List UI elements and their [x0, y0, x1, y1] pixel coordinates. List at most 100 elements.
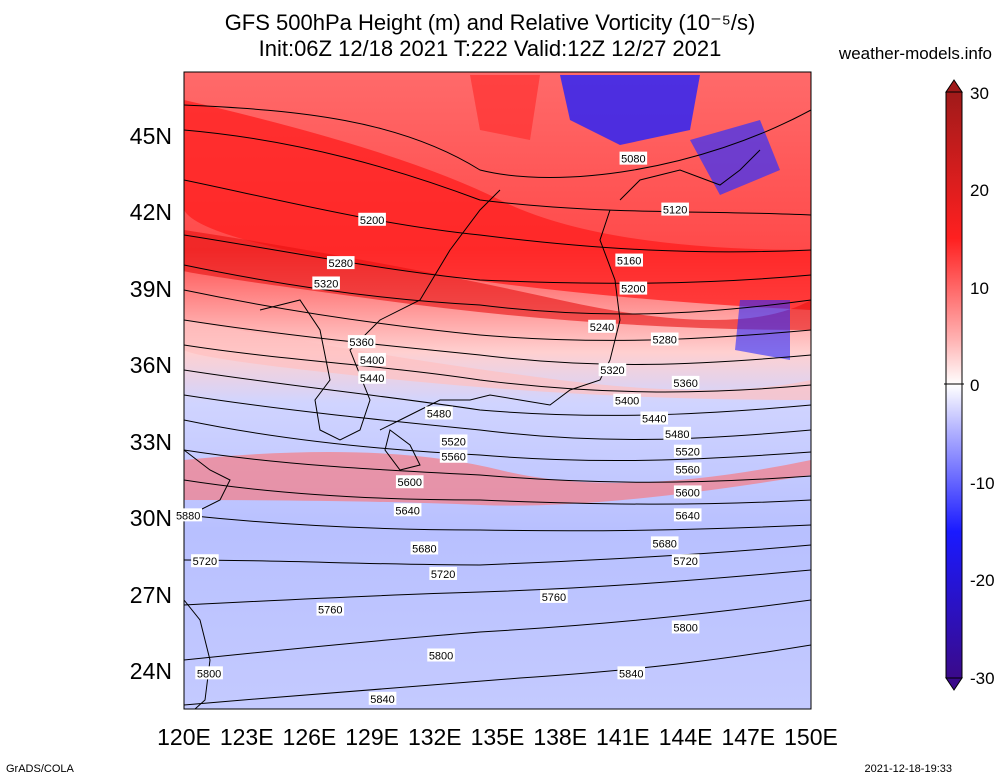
colorbar-tick-label: 0 [970, 376, 979, 395]
y-tick-label: 33N [130, 429, 172, 455]
contour-line [184, 599, 811, 661]
y-tick-label: 24N [130, 658, 172, 684]
contour-line [184, 644, 811, 706]
contour-label: 5680 [412, 543, 436, 555]
contour-label-bg [347, 335, 376, 349]
coastline [384, 429, 421, 471]
x-tick-label: 144E [659, 724, 713, 750]
contour-line [184, 179, 811, 253]
contour-label-bg [663, 426, 692, 440]
x-tick-label: 135E [471, 724, 525, 750]
coastline [184, 599, 211, 709]
contour-label-bg [326, 256, 355, 270]
contour-label: 5720 [431, 569, 455, 581]
contour-label-group: 5080 5120 5160 5200 5200 5240 5280 5280 5320 5320… [174, 151, 702, 706]
height-contours [184, 104, 811, 706]
y-tick-label: 45N [130, 123, 172, 149]
contour-label: 5640 [395, 505, 419, 517]
colorbar-tick-label: -10 [970, 474, 995, 493]
contour-label: 5400 [615, 396, 639, 408]
contour-line [184, 394, 811, 440]
contour-label-bg [427, 648, 455, 662]
contour-label: 5320 [314, 278, 338, 290]
x-tick-label: 141E [596, 724, 650, 750]
contour-label-bg [316, 602, 345, 616]
plot-frame [183, 71, 812, 710]
title-line-2: Init:06Z 12/18 2021 T:222 Valid:12Z 12/2… [258, 36, 722, 61]
contour-label-bg [540, 589, 568, 603]
coastline [619, 149, 761, 201]
contour-line [184, 369, 811, 416]
contour-label-bg [410, 541, 439, 555]
contour-line [184, 129, 811, 216]
x-tick-label: 123E [220, 724, 274, 750]
contour-line [184, 479, 811, 505]
contour-label: 5880 [176, 510, 200, 522]
contour-label-bg [671, 554, 700, 568]
contour-label: 5640 [675, 510, 699, 522]
y-tick-label: 39N [130, 276, 172, 302]
contour-label-bg [673, 444, 702, 458]
contour-label-bg [191, 554, 219, 568]
contour-label: 5720 [193, 556, 217, 568]
contour-label-bg [650, 332, 679, 346]
x-tick-label: 129E [345, 724, 399, 750]
contour-label-bg [673, 462, 702, 476]
contour-label: 5120 [663, 205, 687, 217]
contour-line [184, 104, 811, 178]
colorbar-tick-label: 20 [970, 181, 989, 200]
contour-label: 5480 [665, 429, 689, 441]
contour-label: 5400 [360, 355, 384, 367]
x-tick-label: 138E [533, 724, 587, 750]
x-tick-label: 126E [283, 724, 337, 750]
contour-label-bg [425, 406, 453, 420]
contour-label: 5200 [360, 215, 384, 227]
contour-label-bg [673, 485, 702, 499]
contour-label: 5720 [673, 556, 697, 568]
contour-label: 5440 [642, 414, 666, 426]
contour-label-bg [619, 281, 648, 295]
contour-label: 5680 [652, 538, 676, 550]
contour-label: 5520 [441, 436, 465, 448]
contour-label: 5800 [429, 650, 453, 662]
y-tick-label: 27N [130, 582, 172, 608]
contour-label-bg [615, 253, 643, 267]
contour-label-bg [312, 276, 340, 290]
contour-label-bg [613, 393, 641, 407]
contour-line [184, 234, 811, 284]
contour-label: 5520 [675, 447, 699, 459]
footer-grads: GrADS/COLA [6, 763, 74, 775]
colorbar-tick-label: -20 [970, 571, 995, 590]
contour-label: 5240 [590, 322, 614, 334]
contour-label: 5560 [441, 452, 465, 464]
contour-label-bg [671, 620, 700, 634]
contour-label: 5760 [542, 592, 566, 604]
contour-label: 5840 [370, 694, 394, 706]
contour-label: 5840 [619, 668, 643, 680]
x-tick-label: 150E [784, 724, 838, 750]
contour-line [184, 544, 811, 566]
contour-label: 5600 [675, 487, 699, 499]
contour-line [184, 264, 811, 315]
contour-label: 5560 [675, 464, 699, 476]
contour-label-bg [588, 319, 616, 333]
contour-label: 5800 [197, 668, 221, 680]
contour-label: 5760 [318, 605, 342, 617]
contour-label: 5160 [617, 256, 641, 268]
contour-line [184, 319, 811, 365]
contour-label: 5440 [360, 373, 384, 385]
contour-label-bg [617, 666, 646, 680]
contour-line [184, 569, 811, 606]
contour-label-bg [439, 434, 468, 448]
coastline [259, 189, 501, 441]
contour-label-bg [439, 449, 468, 463]
contour-label: 5800 [673, 622, 697, 634]
contour-label-bg [619, 151, 648, 165]
contour-label: 5080 [621, 154, 645, 166]
y-tick-label: 30N [130, 505, 172, 531]
colorbar-bar [945, 91, 963, 679]
contour-label-bg [358, 370, 386, 384]
contour-line [184, 419, 811, 462]
x-axis: 120E 123E 126E 129E 132E 135E 138E 141E … [157, 724, 838, 750]
